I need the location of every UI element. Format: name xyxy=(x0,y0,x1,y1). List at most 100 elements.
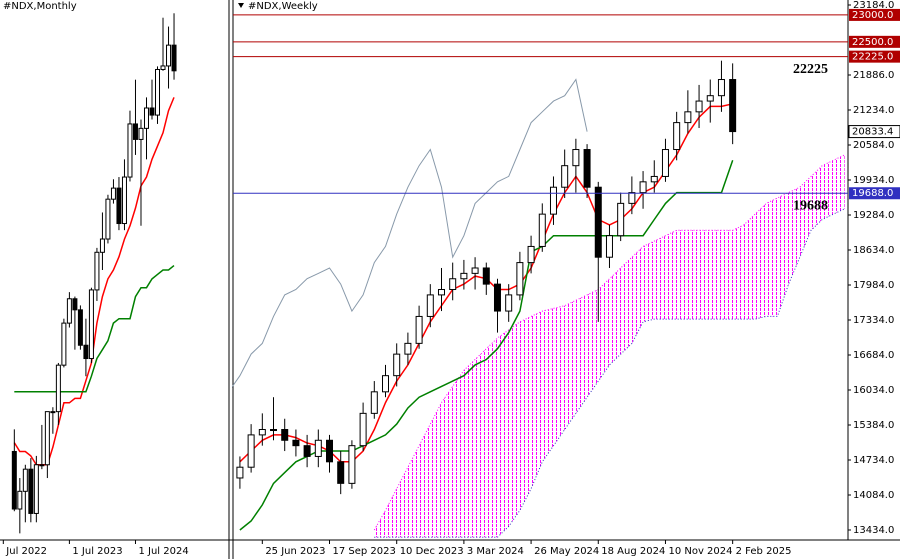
candle-body xyxy=(572,149,580,167)
candle-body xyxy=(17,490,23,510)
candle-body xyxy=(583,149,591,188)
candle-body xyxy=(516,262,524,296)
candle-body xyxy=(505,294,513,312)
candle-body xyxy=(326,439,334,463)
candle-body xyxy=(236,466,244,479)
candle-body xyxy=(717,79,725,97)
candle-body xyxy=(55,364,61,413)
title-arrow xyxy=(238,3,244,8)
candle-body xyxy=(110,187,116,200)
candle-body xyxy=(482,267,490,285)
candle-body xyxy=(605,235,613,258)
candle-body xyxy=(594,186,602,258)
level-annotation: 22225 xyxy=(793,62,828,77)
monthly-title: #NDX,Monthly xyxy=(3,1,77,12)
candle-body xyxy=(171,44,177,72)
candle-body xyxy=(270,429,278,432)
candle-body xyxy=(116,187,122,225)
candle-body xyxy=(72,298,78,311)
level-box xyxy=(849,187,900,200)
candle-body xyxy=(695,100,703,113)
candle-body xyxy=(281,429,289,441)
y-tick-label: 16034.0 xyxy=(853,385,894,396)
candle-body xyxy=(61,322,67,366)
candle-body xyxy=(292,439,300,447)
candle-body xyxy=(77,309,83,346)
cloud-lower xyxy=(374,208,845,538)
x-tick-label: 25 Jun 2023 xyxy=(265,546,325,557)
candle-body xyxy=(337,461,345,484)
y-tick-label: 14734.0 xyxy=(853,455,894,466)
level-box xyxy=(849,35,900,48)
price-box xyxy=(848,125,900,139)
candle-body xyxy=(370,391,378,414)
candle-body xyxy=(449,278,457,291)
y-tick-label: 17984.0 xyxy=(853,280,894,291)
level-label: 22500.0 xyxy=(852,37,893,48)
candle-body xyxy=(549,186,557,215)
candle-body xyxy=(661,149,669,177)
candle-body xyxy=(22,468,28,492)
candle-body xyxy=(247,434,255,468)
candle-body xyxy=(617,202,625,237)
level-label: 19688.0 xyxy=(852,188,893,199)
candle-body xyxy=(471,267,479,274)
candle-body xyxy=(393,353,401,377)
candle-body xyxy=(684,111,692,124)
level-label: 22225.0 xyxy=(852,52,893,63)
price-label: 20833.4 xyxy=(852,127,893,138)
candle-body xyxy=(258,429,266,436)
y-tick-label: 17334.0 xyxy=(853,315,894,326)
candle-body xyxy=(348,445,356,484)
candle-body xyxy=(94,251,100,291)
candle-body xyxy=(33,464,39,514)
candle-body xyxy=(437,289,445,296)
chikou-line xyxy=(232,78,588,388)
candle-body xyxy=(673,122,681,151)
candle-body xyxy=(39,464,45,467)
x-tick-label: 26 May 2024 xyxy=(534,546,599,557)
candle-body xyxy=(493,283,501,312)
cloud xyxy=(374,154,845,538)
x-tick-label: 18 Aug 2024 xyxy=(601,546,665,557)
candle-body xyxy=(382,375,390,393)
y-tick-label: 13434.0 xyxy=(853,525,894,536)
candle-body xyxy=(706,95,714,102)
monthly-plot xyxy=(11,13,177,534)
y-tick-label: 16684.0 xyxy=(853,350,894,361)
candle-body xyxy=(404,342,412,355)
candle-body xyxy=(561,165,569,188)
candle-body xyxy=(28,468,34,514)
indicator-line xyxy=(239,160,734,531)
candle-body xyxy=(127,123,133,178)
y-tick-label: 20584.0 xyxy=(853,140,894,151)
candle-body xyxy=(99,238,105,253)
candle-body xyxy=(121,176,127,225)
weekly-plot xyxy=(232,60,845,538)
candle-body xyxy=(155,68,161,116)
x-tick-label: 1 Jul 2023 xyxy=(72,546,122,557)
x-tick-label: 17 Sep 2023 xyxy=(333,546,396,557)
candle-body xyxy=(650,175,658,183)
y-tick-label: 19284.0 xyxy=(853,210,894,221)
y-tick-label: 21234.0 xyxy=(853,105,894,116)
candle-body xyxy=(105,198,111,240)
candle-body xyxy=(314,439,322,457)
candle-body xyxy=(11,450,17,510)
candle-body xyxy=(628,192,636,204)
candle-body xyxy=(50,411,56,414)
level-label: 23000.0 xyxy=(852,10,893,21)
indicator-line xyxy=(14,265,175,393)
y-tick-label: 23184.0 xyxy=(853,0,894,11)
candle-body xyxy=(538,213,546,247)
candle-body xyxy=(66,298,72,324)
candle-body xyxy=(303,445,311,457)
level-box xyxy=(849,8,900,21)
candle-body xyxy=(527,245,535,264)
y-tick-label: 18634.0 xyxy=(853,245,894,256)
y-tick-label: 21886.0 xyxy=(853,70,894,81)
candle-body xyxy=(143,107,149,129)
